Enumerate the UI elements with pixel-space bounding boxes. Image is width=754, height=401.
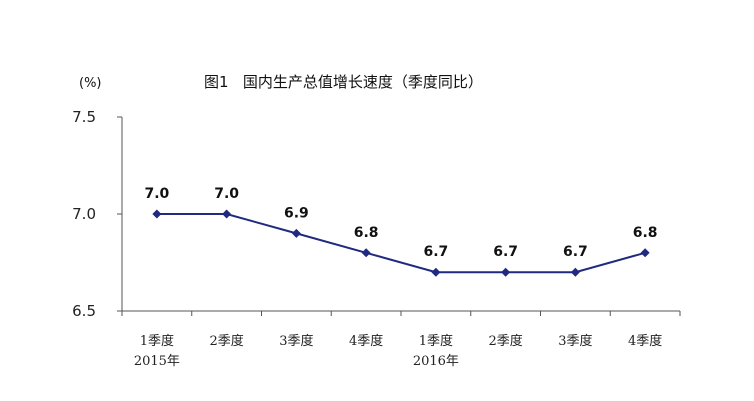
data-series [152,209,650,277]
data-point [640,248,650,258]
data-label: 6.7 [423,244,448,260]
y-unit-label: (%) [79,76,102,91]
x-tick-label: 4季度 [349,333,383,349]
x-tick-label: 3季度 [558,333,592,349]
x-year-label: 2016年 [413,354,459,369]
data-label: 7.0 [214,186,239,202]
x-tick-label: 4季度 [628,333,662,349]
data-point [501,267,511,277]
x-axis-ticks: 1季度 2季度 3季度 4季度 1季度 2季度 3季度 4季度 2015年 2016年 [121,311,681,369]
data-label: 6.7 [563,244,588,260]
data-point [431,267,441,277]
x-tick-label: 1季度 [419,333,453,349]
data-point [291,228,301,238]
data-label: 7.0 [144,186,169,202]
data-point [361,248,371,258]
x-tick-label: 1季度 [140,333,174,349]
data-point [222,209,232,219]
data-label: 6.9 [284,205,309,221]
series-line [156,213,646,274]
data-labels: 7.0 7.0 6.9 6.8 6.7 6.7 6.7 6.8 [144,186,657,260]
x-tick-label: 2季度 [209,333,243,349]
y-tick-label: 7.0 [72,205,96,223]
data-label: 6.8 [354,225,379,241]
x-year-label: 2015年 [134,354,180,369]
data-point [152,209,162,219]
y-tick-label: 6.5 [72,302,96,320]
data-point [570,267,580,277]
y-axis-ticks: 6.5 7.0 7.5 [72,108,122,320]
data-label: 6.7 [493,244,518,260]
chart-title: 图1 国内生产总值增长速度（季度同比） [204,73,483,91]
x-tick-label: 2季度 [488,333,522,349]
y-tick-label: 7.5 [72,108,96,126]
x-tick-label: 3季度 [279,333,313,349]
data-label: 6.8 [633,225,658,241]
